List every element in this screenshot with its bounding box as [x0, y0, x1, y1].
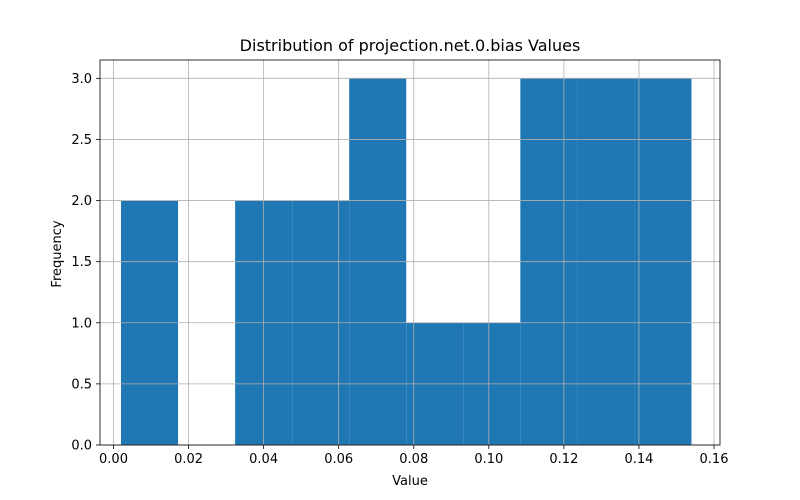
x-axis-ticks: 0.00 0.02 0.04 0.06 0.08 0.10 0.12 0.14 0.16	[99, 445, 728, 467]
y-axis-label: Frequency	[50, 220, 65, 287]
x-axis-label: Value	[392, 474, 428, 489]
plot-frame	[99, 59, 721, 446]
y-tick-label-3: 1.5	[71, 255, 92, 270]
x-tick-label-8: 0.16	[700, 452, 729, 467]
x-tick-label-1: 0.02	[174, 452, 203, 467]
y-axis-ticks: 0.0 0.5 1.0 1.5 2.0 2.5 3.0	[71, 72, 100, 454]
y-tick-label-4: 2.0	[71, 194, 92, 209]
x-tick-label-7: 0.14	[624, 452, 653, 467]
x-tick-label-3: 0.06	[324, 452, 353, 467]
x-tick-label-5: 0.10	[474, 452, 503, 467]
y-tick-label-6: 3.0	[71, 72, 92, 87]
x-tick-label-2: 0.04	[249, 452, 278, 467]
y-tick-label-1: 0.5	[71, 377, 92, 392]
x-tick-label-4: 0.08	[399, 452, 428, 467]
y-tick-label-0: 0.0	[71, 439, 92, 454]
x-tick-label-6: 0.12	[549, 452, 578, 467]
axes	[99, 59, 721, 446]
chart-title: Distribution of projection.net.0.bias Va…	[240, 36, 581, 55]
x-tick-label-0: 0.00	[99, 452, 128, 467]
y-tick-label-2: 1.0	[71, 316, 92, 331]
y-tick-label-5: 2.5	[71, 133, 92, 148]
